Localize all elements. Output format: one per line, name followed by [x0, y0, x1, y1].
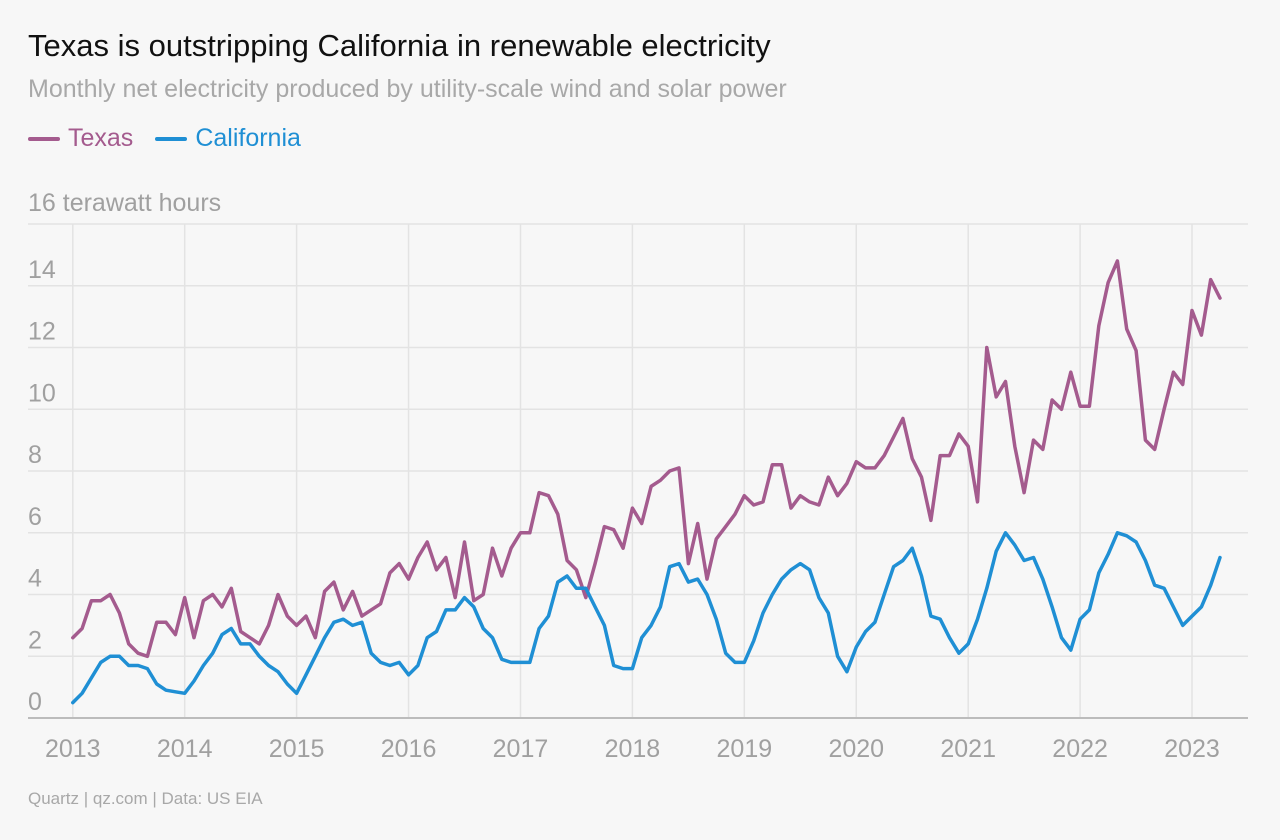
legend-swatch-texas — [28, 136, 60, 141]
y-axis-unit-label: 16 terawatt hours — [28, 189, 222, 217]
series-line-texas — [71, 259, 1222, 659]
x-tick-label-2022: 2022 — [1052, 735, 1108, 763]
x-tick-label-2015: 2015 — [269, 735, 325, 763]
legend-label-texas: Texas — [68, 124, 134, 152]
y-tick-label-6: 6 — [28, 503, 42, 531]
y-tick-label-14: 14 — [28, 256, 56, 284]
x-tick-label-2019: 2019 — [717, 735, 773, 763]
y-tick-label-2: 2 — [28, 626, 42, 654]
series-line-california — [71, 531, 1222, 705]
chart-subtitle: Monthly net electricity produced by util… — [28, 75, 787, 103]
x-tick-label-2014: 2014 — [157, 735, 213, 763]
x-tick-label-2016: 2016 — [381, 735, 437, 763]
y-tick-label-0: 0 — [28, 688, 42, 716]
legend-label-california: California — [195, 124, 301, 152]
x-tick-label-2017: 2017 — [493, 735, 549, 763]
x-tick-label-2023: 2023 — [1164, 735, 1220, 763]
source-credit: Quartz | qz.com | Data: US EIA — [28, 789, 263, 808]
x-tick-label-2018: 2018 — [605, 735, 661, 763]
legend-item-california: California — [155, 124, 301, 153]
chart-title: Texas is outstripping California in rene… — [28, 28, 771, 63]
y-tick-label-12: 12 — [28, 318, 56, 346]
y-tick-label-10: 10 — [28, 379, 56, 407]
x-tick-label-2013: 2013 — [45, 735, 101, 763]
x-tick-label-2021: 2021 — [940, 735, 996, 763]
legend-swatch-california — [155, 136, 188, 141]
legend-item-texas: Texas — [28, 124, 133, 153]
x-tick-label-2020: 2020 — [828, 735, 884, 763]
y-tick-label-8: 8 — [28, 441, 42, 469]
y-tick-label-4: 4 — [28, 565, 42, 593]
legend: Texas California — [28, 124, 323, 153]
